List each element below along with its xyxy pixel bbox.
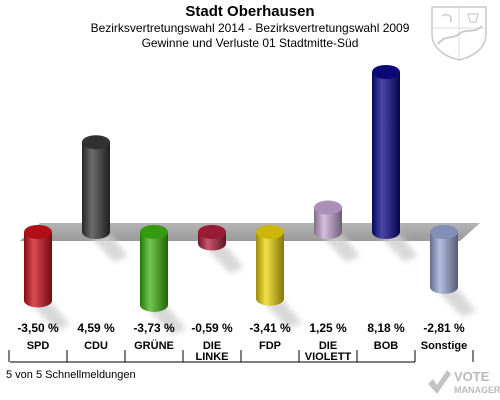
category-label-cdu: CDU xyxy=(84,340,108,352)
baseline-plane xyxy=(20,223,480,241)
logo-text-vote: VOTE xyxy=(454,369,490,384)
bar-shadow-cdu xyxy=(90,232,128,262)
bars xyxy=(24,65,458,312)
bar-die-violett xyxy=(314,207,342,239)
bar-gr-ne xyxy=(140,232,168,312)
bar-shadows xyxy=(32,232,476,335)
bar-cap-spd xyxy=(24,225,52,239)
category-label-bob: BOB xyxy=(374,340,399,352)
chart-header: Stadt Oberhausen Bezirksvertretungswahl … xyxy=(0,2,500,51)
bar-shadow-die-linke xyxy=(206,243,244,274)
value-label-die-violett: 1,25 % xyxy=(309,321,347,335)
bar-sonstige xyxy=(430,232,458,294)
footer-note: 5 von 5 Schnellmeldungen xyxy=(6,369,136,381)
chart-subtitle-election: Bezirksvertretungswahl 2014 - Bezirksver… xyxy=(90,21,410,35)
chart-title: Stadt Oberhausen xyxy=(185,3,315,20)
value-label-cdu: 4,59 % xyxy=(77,321,115,335)
bar-cdu xyxy=(82,142,110,239)
bar-shadow-sonstige xyxy=(438,286,476,317)
value-label-die-linke: -0,59 % xyxy=(191,321,233,335)
category-label-die-violett-line1: DIE xyxy=(319,340,337,352)
bar-shadow-die-violett xyxy=(322,232,360,262)
bar-fdp xyxy=(256,232,284,306)
bar-cap-sonstige xyxy=(430,225,458,239)
bar-spd xyxy=(24,232,52,308)
chart-subtitle-district: Gewinne und Verluste 01 Stadtmitte-Süd xyxy=(141,36,359,50)
bar-cap-die-linke xyxy=(198,225,226,239)
bar-cap-bob xyxy=(372,65,400,79)
vote-manager-logo: VOTE MANAGER xyxy=(428,369,500,395)
category-label-spd: SPD xyxy=(27,340,50,352)
bar-cap-fdp xyxy=(256,225,284,239)
bar-cap-die-violett xyxy=(314,200,342,215)
coat-of-arms-icon xyxy=(431,6,487,61)
bar-bob xyxy=(372,72,400,239)
bar-cap-gr-ne xyxy=(140,225,168,239)
bar-shadow-gr-ne xyxy=(148,304,186,335)
logo-text-manager: MANAGER xyxy=(454,385,500,395)
category-label-die-violett-line2: VIOLETT xyxy=(305,351,352,363)
category-label-sonstige: Sonstige xyxy=(421,340,467,352)
category-label-die-linke-line1: DIE xyxy=(203,340,221,352)
value-label-spd: -3,50 % xyxy=(17,321,59,335)
value-label-fdp: -3,41 % xyxy=(249,321,291,335)
value-label-sonstige: -2,81 % xyxy=(423,321,465,335)
value-labels: -3,50 % 4,59 % -3,73 % -0,59 % -3,41 % 1,25 %… xyxy=(17,321,465,335)
category-label-fdp: FDP xyxy=(259,340,281,352)
value-label-bob: 8,18 % xyxy=(367,321,405,335)
category-label-gr-ne: GRÜNE xyxy=(134,339,174,352)
category-label-die-linke-line2: LINKE xyxy=(196,351,229,363)
bar-cap-cdu xyxy=(82,135,110,150)
bar-shadow-fdp xyxy=(264,298,302,329)
bar-shadow-bob xyxy=(380,232,418,262)
bar-shadow-spd xyxy=(32,300,70,331)
value-label-gr-ne: -3,73 % xyxy=(133,321,175,335)
